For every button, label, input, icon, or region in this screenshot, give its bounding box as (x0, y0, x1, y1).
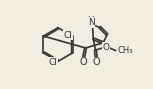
Text: Cl: Cl (49, 58, 58, 67)
Text: O: O (103, 43, 110, 52)
Text: O: O (79, 57, 87, 67)
Text: N: N (88, 18, 95, 27)
Text: CH₃: CH₃ (118, 46, 133, 55)
Text: H: H (87, 16, 93, 25)
Text: Cl: Cl (63, 31, 72, 40)
Text: O: O (93, 57, 100, 67)
